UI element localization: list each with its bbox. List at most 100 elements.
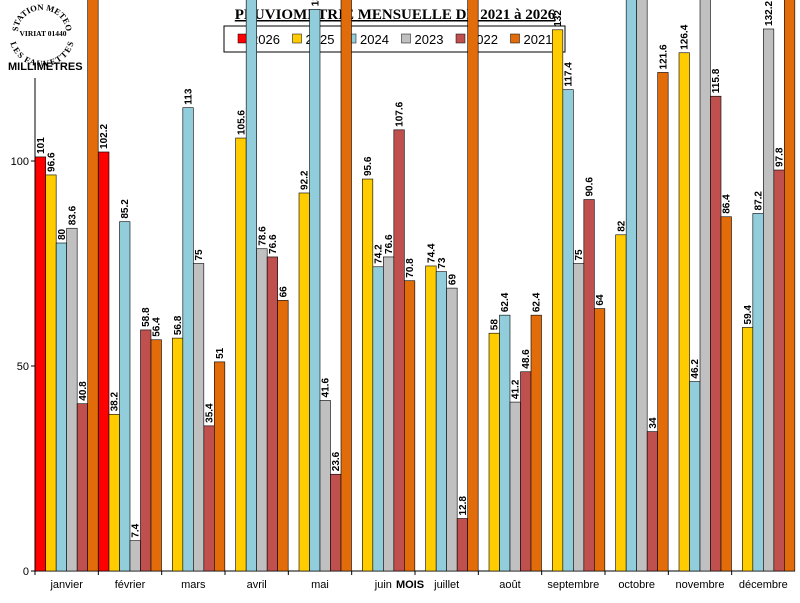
bar-2022-8 (583, 199, 595, 572)
value-label-2026-1: 102.2 (99, 124, 110, 149)
value-label-2023-5: 76.6 (384, 234, 395, 254)
value-label-2025-6: 74.4 (426, 243, 437, 263)
legend-label-2021: 2021 (524, 32, 553, 47)
category-label-6: juillet (433, 579, 459, 591)
category-label-8: septembre (547, 579, 599, 591)
value-label-2022-9: 34 (648, 417, 659, 429)
stamp-top-text: STATION METEO (10, 2, 74, 32)
legend-label-2023: 2023 (415, 32, 444, 47)
value-label-2025-2: 56.8 (173, 315, 184, 335)
bar-2023-11 (763, 28, 775, 572)
value-label-2023-2: 75 (194, 249, 205, 261)
bar-2025-6 (425, 265, 437, 572)
bar-2025-0 (45, 174, 57, 572)
bar-2025-4 (298, 192, 310, 572)
category-label-9: octobre (618, 579, 655, 591)
legend-swatch-2022 (455, 33, 466, 44)
bar-2023-6 (446, 287, 458, 572)
bar-2023-1 (129, 540, 141, 572)
y-tick-label: 100 (11, 156, 29, 168)
bar-2021-2 (214, 361, 226, 572)
bar-2024-1 (119, 221, 131, 572)
value-label-2025-8: 132 (553, 10, 564, 27)
category-label-10: novembre (676, 579, 725, 591)
bar-2025-7 (488, 332, 500, 572)
bar-2025-8 (552, 29, 564, 572)
value-label-2023-6: 69 (447, 274, 458, 286)
value-label-2024-8: 117.4 (564, 62, 575, 87)
value-label-2024-0: 80 (57, 228, 68, 240)
value-label-2023-0: 83.6 (67, 205, 78, 225)
bar-2024-11 (752, 213, 764, 572)
value-label-2022-8: 90.6 (585, 177, 596, 197)
bar-2022-4 (330, 473, 342, 572)
value-label-2021-7: 62.4 (532, 292, 543, 312)
value-label-2023-11: 132.2 (764, 1, 775, 26)
value-label-2024-1: 85.2 (120, 199, 131, 219)
bar-2025-11 (742, 327, 754, 572)
bar-2023-3 (256, 248, 268, 572)
bar-2022-7 (520, 371, 532, 572)
bar-2026-1 (98, 151, 110, 572)
value-label-2023-8: 75 (574, 249, 585, 261)
bar-2023-0 (66, 227, 78, 572)
bar-2025-5 (362, 178, 374, 572)
station-stamp: STATION METEO VIRIAT 01440 LES FAUVETTES (8, 2, 75, 69)
bar-2022-11 (773, 169, 785, 572)
bar-2024-2 (182, 107, 194, 572)
y-tick-label: 0 (23, 566, 29, 578)
bar-2021-7 (530, 314, 542, 572)
value-label-2022-7: 48.6 (521, 349, 532, 369)
bar-2022-2 (203, 425, 215, 572)
value-label-2025-1: 38.2 (110, 391, 121, 411)
value-label-2024-7: 62.4 (500, 292, 511, 312)
bar-2024-6 (435, 271, 447, 572)
bar-2022-6 (456, 518, 468, 572)
value-label-2022-10: 115.8 (711, 68, 722, 93)
value-label-2024-6: 73 (437, 257, 448, 269)
bar-2021-5 (404, 280, 416, 572)
category-label-1: février (115, 579, 146, 591)
bar-2025-3 (235, 137, 247, 572)
category-label-4: mai (311, 579, 329, 591)
bar-2025-10 (678, 52, 690, 572)
bar-2023-5 (383, 256, 395, 572)
bar-2023-8 (573, 263, 585, 572)
bar-2022-1 (140, 329, 152, 572)
bar-2021-10 (720, 216, 732, 572)
category-label-7: août (499, 579, 520, 591)
value-label-2021-3: 66 (278, 286, 289, 298)
stamp-middle-text: VIRIAT 01440 (19, 29, 66, 38)
bar-2021-9 (657, 72, 669, 572)
legend: 202620252024202320222021 (223, 25, 566, 53)
bar-2024-3 (245, 0, 257, 572)
value-label-2026-0: 101 (36, 137, 47, 154)
value-label-2022-5: 107.6 (395, 101, 406, 126)
bar-2021-4 (340, 0, 352, 572)
bar-2023-2 (193, 263, 205, 572)
bar-2022-5 (393, 129, 405, 572)
bar-2021-8 (594, 308, 606, 572)
bar-2022-10 (710, 95, 722, 572)
x-axis-label: MOIS (396, 579, 424, 591)
bar-2024-8 (562, 89, 574, 572)
value-label-2025-4: 92.2 (300, 170, 311, 190)
legend-label-2024: 2024 (360, 32, 389, 47)
value-label-2024-5: 74.2 (374, 244, 385, 264)
bar-2023-9 (636, 0, 648, 572)
value-label-2022-2: 35.4 (205, 403, 216, 423)
value-label-2021-9: 121.6 (658, 44, 669, 69)
value-label-2025-0: 96.6 (46, 152, 57, 172)
value-label-2021-1: 56.4 (152, 317, 163, 337)
value-label-2025-3: 105.6 (236, 110, 247, 135)
bar-2021-6 (467, 0, 479, 572)
value-label-2022-3: 76.6 (268, 234, 279, 254)
value-label-2024-10: 46.2 (690, 359, 701, 379)
value-label-2025-5: 95.6 (363, 156, 374, 176)
bar-2022-9 (646, 431, 658, 572)
value-label-2023-4: 41.6 (321, 378, 332, 398)
bar-2021-0 (87, 0, 99, 572)
value-label-2025-9: 82 (616, 220, 627, 232)
y-tick-label: 50 (17, 361, 29, 373)
